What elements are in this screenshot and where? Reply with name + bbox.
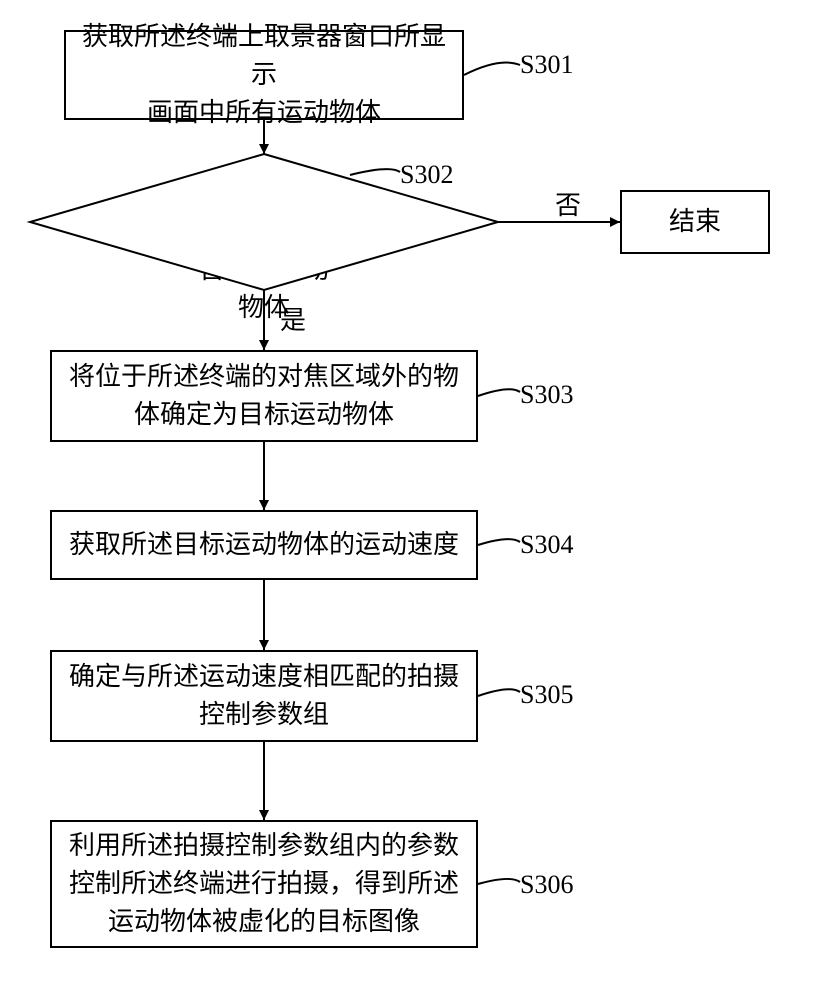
process-s306-text: 利用所述拍摄控制参数组内的参数控制所述终端进行拍摄，得到所述运动物体被虚化的目标… xyxy=(69,827,459,940)
process-s306: 利用所述拍摄控制参数组内的参数控制所述终端进行拍摄，得到所述运动物体被虚化的目标… xyxy=(50,820,478,948)
edge-label-yes: 是 xyxy=(280,300,306,337)
process-s301-text: 获取所述终端上取景器窗口所显示画面中所有运动物体 xyxy=(78,18,450,131)
terminal-end-text: 结束 xyxy=(669,203,721,241)
step-label-s301: S301 xyxy=(520,50,573,80)
decision-s302-text: 判断所述终端的对焦区域外是否存在运动物体 xyxy=(144,176,384,327)
step-label-s304: S304 xyxy=(520,530,573,560)
process-s304-text: 获取所述目标运动物体的运动速度 xyxy=(69,526,459,564)
step-label-s303: S303 xyxy=(520,380,573,410)
edge-label-no: 否 xyxy=(555,185,581,222)
step-label-s306: S306 xyxy=(520,870,573,900)
process-s303-text: 将位于所述终端的对焦区域外的物体确定为目标运动物体 xyxy=(69,358,459,433)
process-s305: 确定与所述运动速度相匹配的拍摄控制参数组 xyxy=(50,650,478,742)
process-s303: 将位于所述终端的对焦区域外的物体确定为目标运动物体 xyxy=(50,350,478,442)
step-label-s305: S305 xyxy=(520,680,573,710)
step-label-s302: S302 xyxy=(400,160,453,190)
process-s304: 获取所述目标运动物体的运动速度 xyxy=(50,510,478,580)
process-s301: 获取所述终端上取景器窗口所显示画面中所有运动物体 xyxy=(64,30,464,120)
process-s305-text: 确定与所述运动速度相匹配的拍摄控制参数组 xyxy=(69,658,459,733)
terminal-end: 结束 xyxy=(620,190,770,254)
